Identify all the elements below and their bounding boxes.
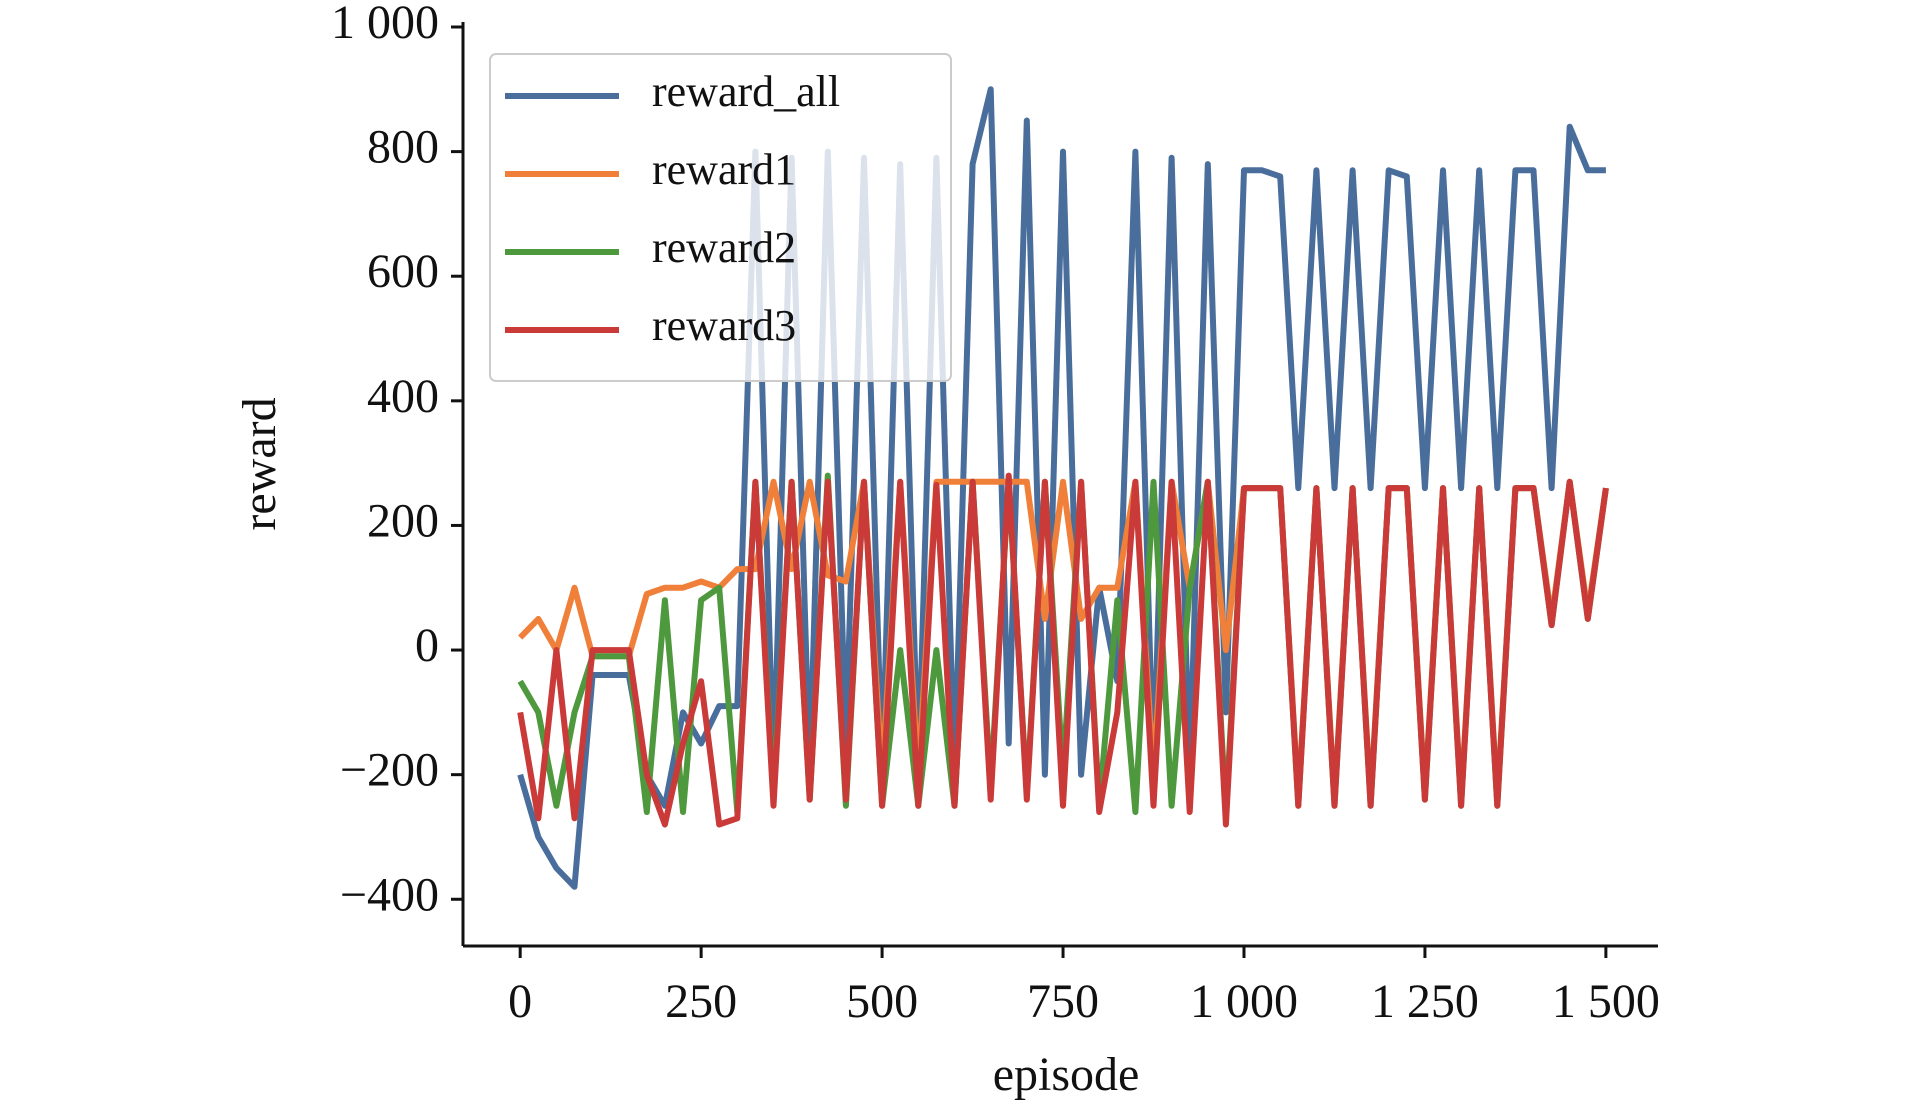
y-tick-label: 200 <box>367 494 439 547</box>
y-tick-label: −200 <box>340 744 439 797</box>
y-tick-label: 400 <box>367 370 439 423</box>
x-tick-label: 750 <box>1027 975 1099 1028</box>
x-tick-label: 1 250 <box>1371 975 1479 1028</box>
legend-label: reward1 <box>652 145 796 194</box>
series-line <box>517 86 1606 890</box>
y-tick-label: 600 <box>367 245 439 298</box>
legend-label: reward2 <box>652 223 796 272</box>
series-line <box>517 472 1609 828</box>
legend-label: reward3 <box>652 301 796 350</box>
y-tick-label: −400 <box>340 868 439 921</box>
y-axis-label: reward <box>233 397 286 530</box>
x-axis-label: episode <box>993 1048 1140 1101</box>
x-tick-label: 500 <box>846 975 918 1028</box>
x-tick-label: 0 <box>508 975 532 1028</box>
legend-box <box>489 53 952 382</box>
y-tick-label: 1 000 <box>331 0 439 49</box>
x-tick-label: 250 <box>665 975 737 1028</box>
x-tick-label: 1 000 <box>1190 975 1298 1028</box>
x-tick-label: 1 500 <box>1552 975 1660 1028</box>
legend-label: reward_all <box>652 67 840 116</box>
y-tick-label: 800 <box>367 121 439 174</box>
y-tick-label: 0 <box>415 619 439 672</box>
